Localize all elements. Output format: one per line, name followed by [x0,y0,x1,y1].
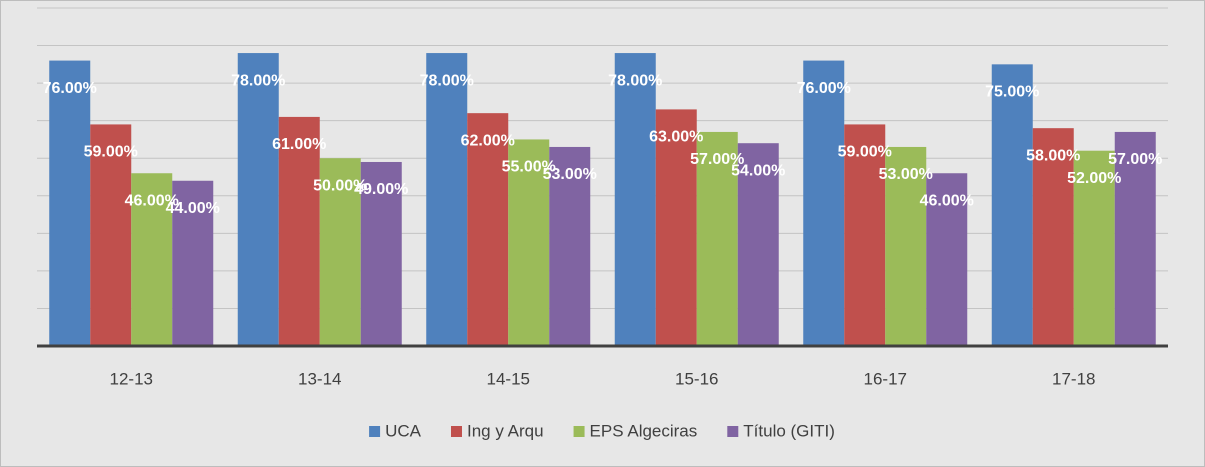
bar [655,109,697,347]
data-label: 61.00% [272,136,326,153]
data-label: 78.00% [420,72,474,89]
legend-swatch [450,426,462,437]
bars [49,53,1156,347]
legend-label: UCA [385,421,422,440]
bar [278,116,320,347]
data-label: 57.00% [1108,151,1162,168]
bar [844,124,886,346]
data-label: 44.00% [166,200,220,217]
legend-label: EPS Algeciras [590,421,698,440]
bar [614,53,656,347]
data-label: 46.00% [125,192,179,209]
data-label: 58.00% [1026,147,1080,164]
legend-swatch [727,426,739,437]
bar [49,60,91,346]
data-label: 76.00% [43,80,97,97]
legend-label: Ing y Arqu [467,421,544,440]
bar [885,146,927,346]
x-tick-label: 14-15 [487,369,530,388]
data-label: 46.00% [920,192,974,209]
x-tick-label: 12-13 [110,369,153,388]
data-label: 52.00% [1067,170,1121,187]
x-tick-label: 17-18 [1052,369,1095,388]
data-label: 53.00% [879,166,933,183]
data-label: 49.00% [354,181,408,198]
bar [172,180,214,346]
data-label: 54.00% [731,162,785,179]
data-label: 50.00% [313,177,367,194]
bar [549,146,591,346]
data-label: 78.00% [231,72,285,89]
bar [131,173,173,346]
data-label: 59.00% [84,144,138,161]
bar [237,53,279,347]
legend-label: Título (GITI) [743,421,835,440]
bar [803,60,845,346]
legend: UCA Ing y Arqu EPS Algeciras Título (GITI) [369,421,835,440]
data-label: 78.00% [608,72,662,89]
data-label: 57.00% [690,151,744,168]
bar [360,161,402,346]
bar [426,53,468,347]
bar [508,139,550,346]
bar [1032,128,1074,346]
legend-swatch [573,426,585,437]
x-tick-label: 13-14 [298,369,341,388]
bar [1073,150,1115,346]
legend-swatch [369,426,381,437]
data-label: 75.00% [985,84,1039,101]
bar [991,64,1033,346]
bar [467,113,509,347]
bar [696,131,738,346]
bar [319,158,361,346]
x-tick-label: 15-16 [675,369,718,388]
data-label: 76.00% [797,80,851,97]
bar [737,143,779,346]
bar [1114,131,1156,346]
data-label: 62.00% [461,132,515,149]
data-label: 55.00% [502,159,556,176]
bar [926,173,968,346]
labels: 12-1376.00%59.00%46.00%44.00%13-1478.00%… [43,72,1163,388]
data-label: 63.00% [649,129,703,146]
x-tick-label: 16-17 [864,369,907,388]
data-label: 53.00% [543,166,597,183]
data-label: 59.00% [838,144,892,161]
bar [90,124,132,346]
